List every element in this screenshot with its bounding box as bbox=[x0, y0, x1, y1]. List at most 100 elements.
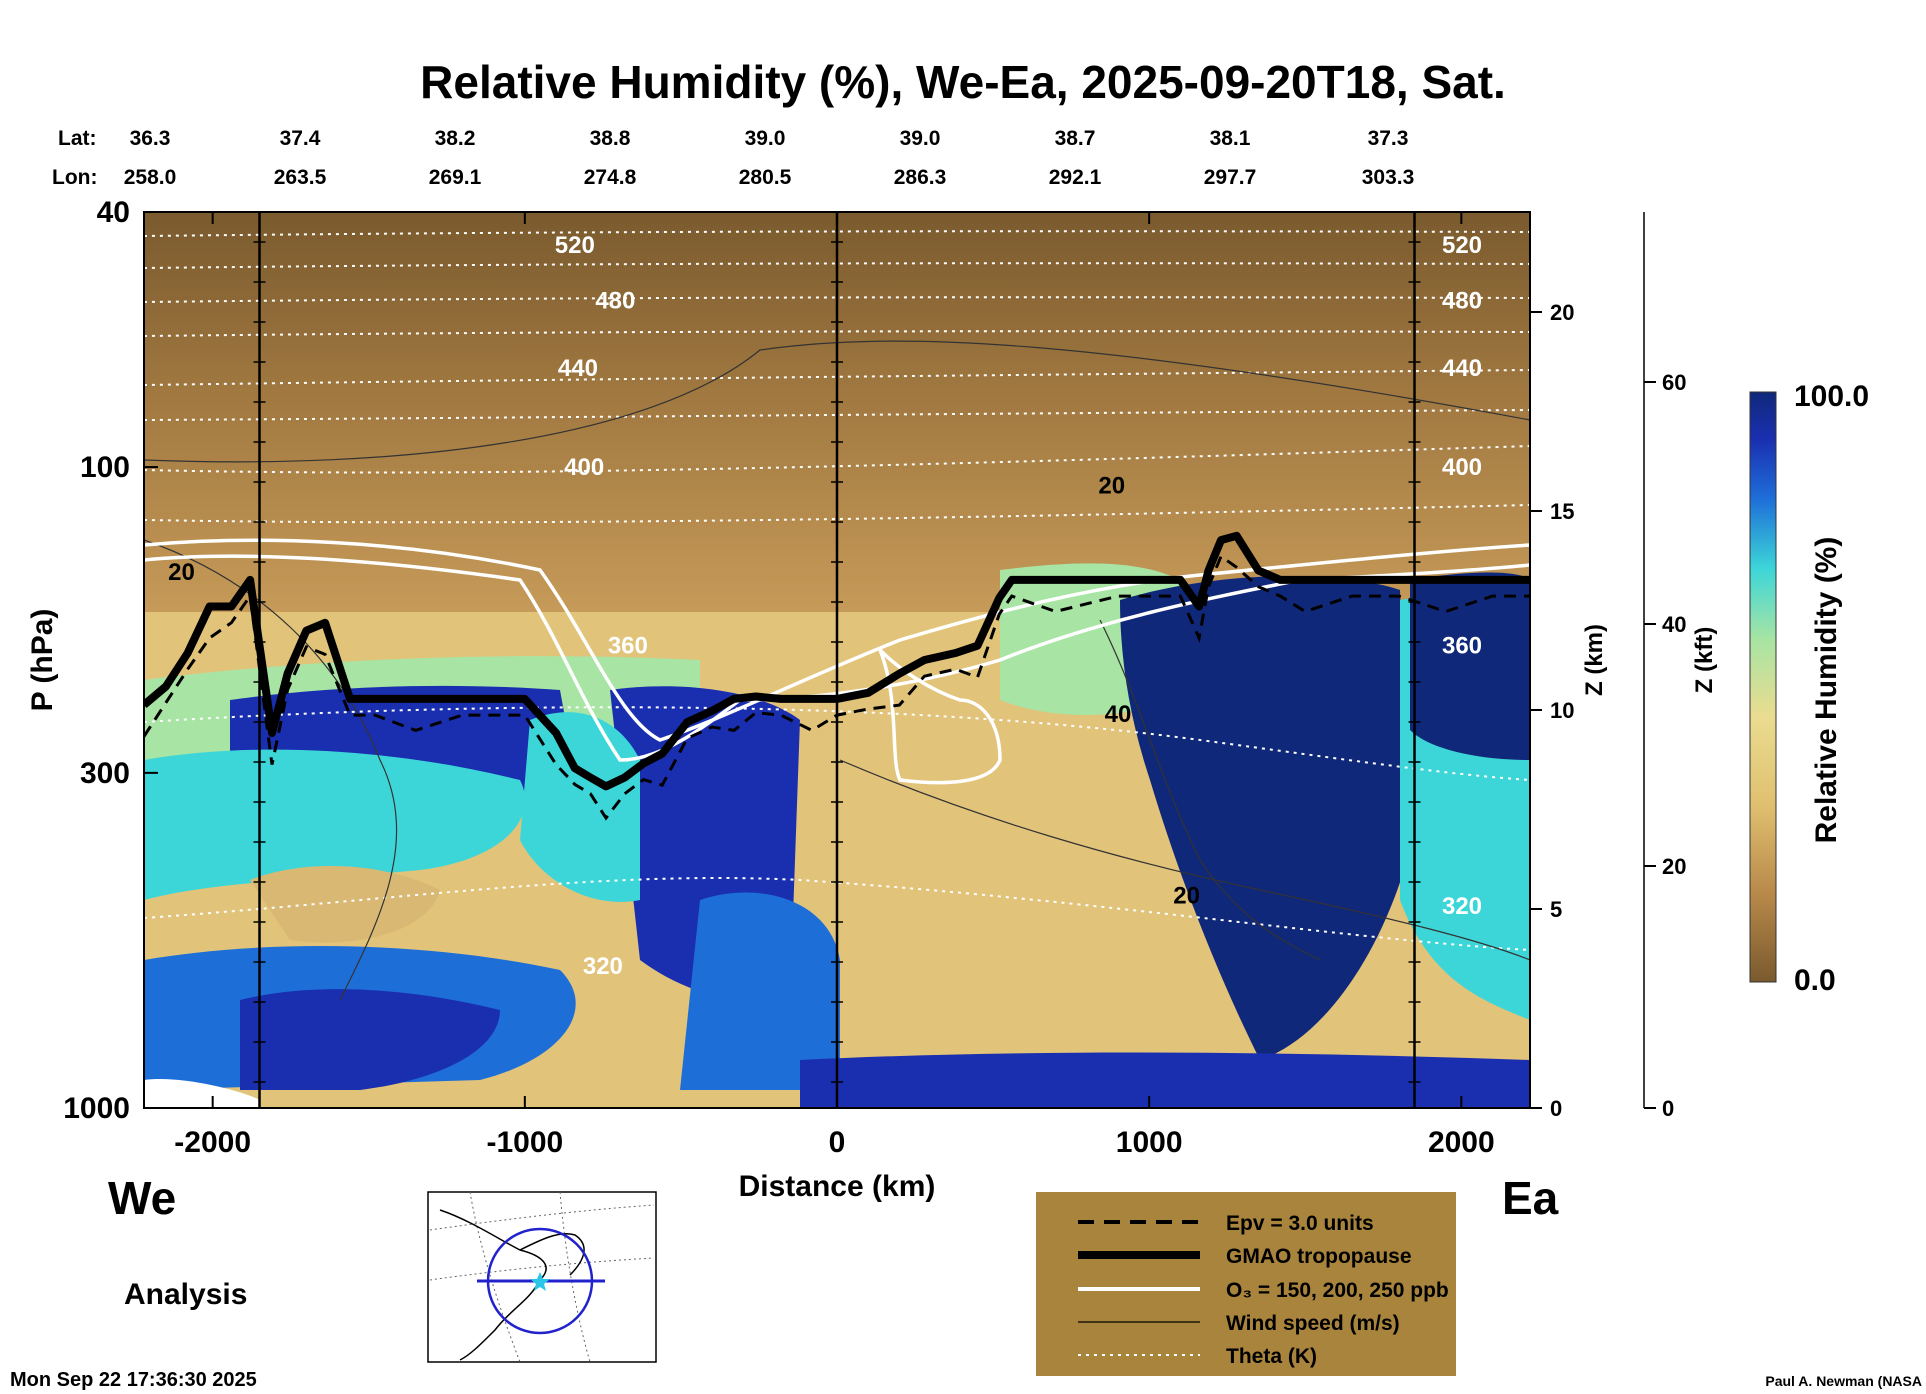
wind-20-east bbox=[839, 759, 1530, 961]
colorbar-axis-label: Relative Humidity (%) bbox=[1810, 537, 1843, 844]
west-label: We bbox=[108, 1172, 176, 1224]
lat-value: 38.7 bbox=[1055, 127, 1096, 150]
lat-value: 38.8 bbox=[590, 127, 631, 150]
z-km-axis-label: Z (km) bbox=[1581, 624, 1608, 696]
theta-label: 360 bbox=[608, 633, 648, 660]
lat-value: 38.1 bbox=[1210, 127, 1251, 150]
rh-boundary-layer-east bbox=[800, 1052, 1530, 1108]
rh-east-column bbox=[1120, 576, 1410, 1060]
theta-label-right: 440 bbox=[1442, 355, 1482, 382]
p-tick-label: 300 bbox=[80, 757, 130, 790]
rh-cyan-region-west bbox=[144, 749, 526, 900]
theta-label-right: 400 bbox=[1442, 454, 1482, 481]
legend-ozone-label: O₃ = 150, 200, 250 ppb bbox=[1226, 1279, 1449, 1302]
wind-20-upper bbox=[144, 340, 1530, 463]
theta-label: 480 bbox=[595, 288, 635, 315]
colorbar-max-label: 100.0 bbox=[1794, 380, 1869, 413]
locator-map-star-icon bbox=[530, 1272, 550, 1291]
x-tick-label: 0 bbox=[829, 1126, 846, 1159]
timestamp: Mon Sep 22 17:36:30 2025 bbox=[10, 1369, 257, 1391]
lat-value: 36.3 bbox=[130, 127, 171, 150]
theta-label: 400 bbox=[564, 454, 604, 481]
lat-value: 37.3 bbox=[1368, 127, 1409, 150]
z-km-tick-label: 0 bbox=[1550, 1096, 1562, 1121]
theta-label: 320 bbox=[583, 953, 623, 980]
credit: Paul A. Newman (NASA bbox=[1765, 1373, 1922, 1389]
lon-value: 263.5 bbox=[274, 166, 327, 189]
east-label: Ea bbox=[1502, 1172, 1559, 1224]
lon-value: 292.1 bbox=[1049, 166, 1102, 189]
wind-label: 20 bbox=[1173, 883, 1200, 910]
lat-value: 37.4 bbox=[280, 127, 321, 150]
wind-label: 20 bbox=[1098, 473, 1125, 500]
x-tick-label: 2000 bbox=[1428, 1126, 1495, 1159]
tropopause-line bbox=[144, 531, 1530, 791]
z-kft-tick-label: 60 bbox=[1662, 370, 1686, 395]
wind-label: 20 bbox=[168, 559, 195, 586]
theta-label-right: 520 bbox=[1442, 232, 1482, 259]
rh-tan-pockets-west bbox=[250, 866, 440, 943]
theta-label-right: 480 bbox=[1442, 288, 1482, 315]
lon-value: 286.3 bbox=[894, 166, 947, 189]
lat-value: 38.2 bbox=[435, 127, 476, 150]
locator-map-graticule bbox=[429, 1191, 655, 1363]
lon-title: Lon: bbox=[52, 166, 97, 189]
chart-title: Relative Humidity (%), We-Ea, 2025-09-20… bbox=[420, 56, 1506, 108]
legend-box: Epv = 3.0 units GMAO tropopause O₃ = 150… bbox=[1036, 1192, 1456, 1376]
wind-contours bbox=[144, 340, 1530, 1001]
lat-title: Lat: bbox=[58, 127, 97, 150]
colorbar bbox=[1749, 391, 1777, 983]
rh-east-upper-dark bbox=[1410, 572, 1530, 760]
wind-20-west bbox=[144, 539, 398, 1001]
lat-lon-labels: 36.3 258.0 37.4 263.5 38.2 269.1 38.8 274.8 39.0… bbox=[124, 127, 1415, 189]
x-tick-label: -1000 bbox=[486, 1126, 563, 1159]
pressure-axis: 40 100 300 1000 bbox=[63, 196, 158, 1125]
z-kft-tick-label: 40 bbox=[1662, 612, 1686, 637]
x-axis: -2000 -1000 0 1000 2000 bbox=[174, 212, 1495, 1159]
rh-white-missing-bl bbox=[144, 1079, 260, 1108]
rh-cyan-center bbox=[520, 712, 640, 902]
theta-label: 440 bbox=[558, 355, 598, 382]
z-kft-tick-label: 0 bbox=[1662, 1096, 1674, 1121]
legend-theta-label: Theta (K) bbox=[1226, 1345, 1317, 1368]
vertical-markers bbox=[253, 212, 1421, 1108]
colorbar-min-label: 0.0 bbox=[1794, 964, 1836, 997]
wind-label: 40 bbox=[1105, 701, 1132, 728]
lon-value: 269.1 bbox=[429, 166, 482, 189]
legend-wind-label: Wind speed (m/s) bbox=[1226, 1312, 1400, 1335]
ozone-200 bbox=[144, 538, 1530, 742]
z-km-tick-label: 10 bbox=[1550, 698, 1574, 723]
theta-320 bbox=[144, 877, 1530, 951]
analysis-label: Analysis bbox=[124, 1278, 247, 1311]
theta-label-right: 320 bbox=[1442, 893, 1482, 920]
lon-value: 297.7 bbox=[1204, 166, 1257, 189]
z-km-tick-label: 20 bbox=[1550, 300, 1574, 325]
legend-tropopause-label: GMAO tropopause bbox=[1226, 1245, 1412, 1268]
locator-map bbox=[427, 1191, 657, 1363]
wind-40-east bbox=[1099, 619, 1321, 961]
z-kft-axis: 0 20 40 60 bbox=[1643, 212, 1686, 1121]
theta-contours bbox=[144, 230, 1530, 951]
p-tick-label: 1000 bbox=[63, 1092, 130, 1125]
ozone-250 bbox=[878, 648, 1002, 785]
z-km-axis: 0 5 10 15 20 bbox=[1530, 300, 1574, 1121]
lon-value: 258.0 bbox=[124, 166, 177, 189]
x-tick-label: -2000 bbox=[174, 1126, 251, 1159]
z-km-tick-label: 15 bbox=[1550, 499, 1574, 524]
z-km-tick-label: 5 bbox=[1550, 897, 1562, 922]
lon-value: 274.8 bbox=[584, 166, 637, 189]
theta-label: 520 bbox=[555, 232, 595, 259]
z-kft-tick-label: 20 bbox=[1662, 854, 1686, 879]
x-tick-label: 1000 bbox=[1116, 1126, 1183, 1159]
epv-line bbox=[144, 553, 1530, 821]
theta-label-right: 360 bbox=[1442, 633, 1482, 660]
rh-blue-bl-center bbox=[680, 892, 840, 1090]
lat-value: 39.0 bbox=[745, 127, 786, 150]
rh-deep-blue-bl-west bbox=[240, 989, 500, 1090]
p-tick-label: 40 bbox=[97, 196, 130, 229]
x-axis-label: Distance (km) bbox=[739, 1170, 936, 1203]
contour-labels: 520 520 480 480 440 440 400 400 360 360 320 320 20 20… bbox=[168, 232, 1482, 980]
legend-epv-label: Epv = 3.0 units bbox=[1226, 1212, 1374, 1235]
p-tick-label: 100 bbox=[80, 451, 130, 484]
